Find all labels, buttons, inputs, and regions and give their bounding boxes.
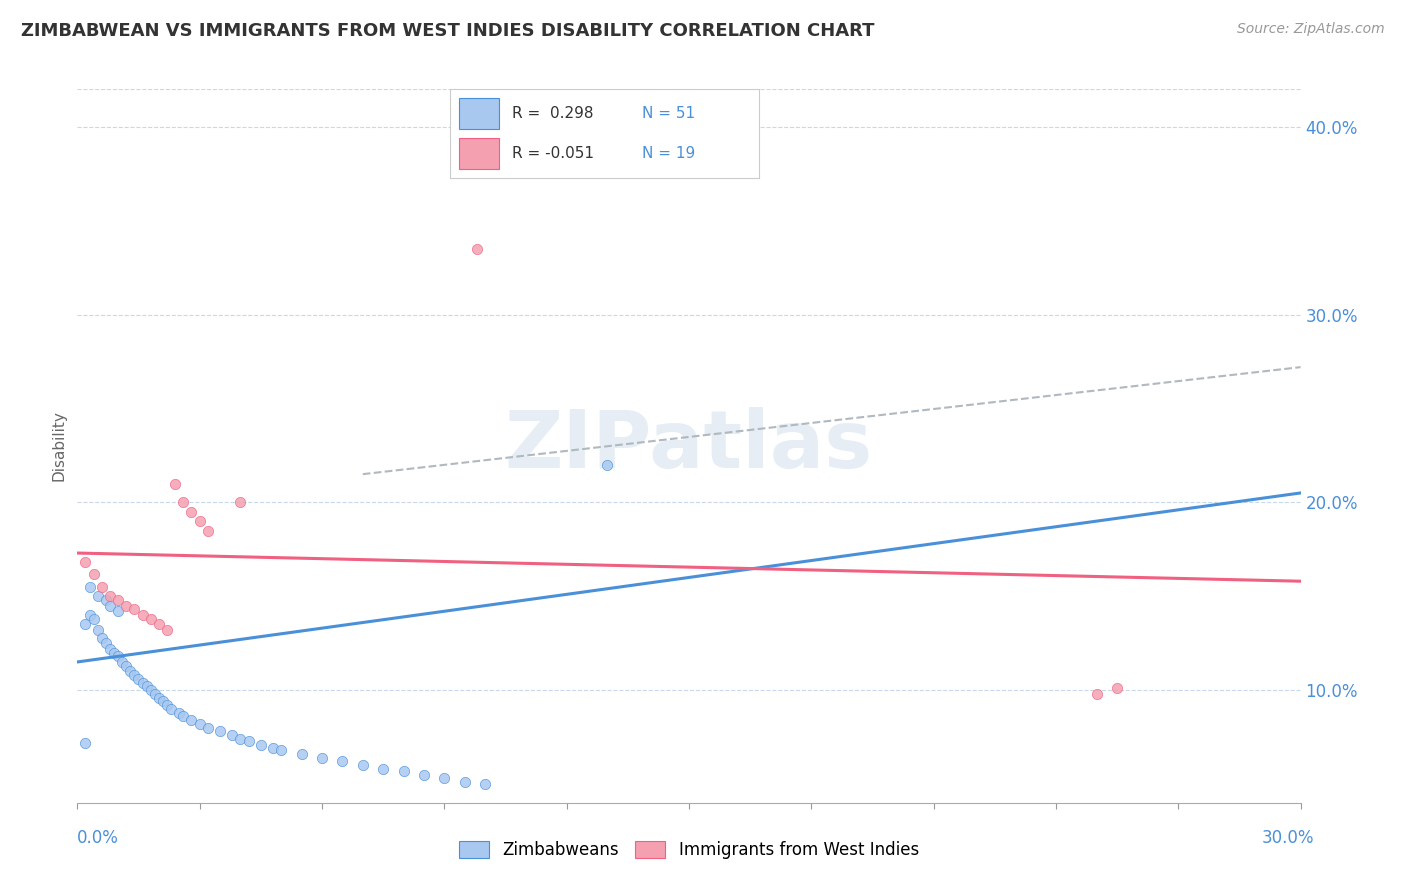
Text: R = -0.051: R = -0.051 [512, 146, 593, 161]
Point [262, 741, 284, 756]
Point [107, 604, 129, 618]
Point [127, 672, 149, 686]
Point [221, 728, 243, 742]
Point [90, 580, 112, 594]
Point [139, 612, 162, 626]
Text: 0.0%: 0.0% [77, 829, 120, 847]
Point [94, 593, 117, 607]
Point [371, 762, 394, 776]
Text: N = 51: N = 51 [641, 106, 695, 120]
Point [270, 743, 292, 757]
Point [392, 764, 415, 778]
Legend: Zimbabweans, Immigrants from West Indies: Zimbabweans, Immigrants from West Indies [458, 840, 920, 859]
Point [229, 495, 252, 509]
Point [83, 566, 105, 581]
Text: R =  0.298: R = 0.298 [512, 106, 593, 120]
Point [143, 687, 166, 701]
Point [152, 694, 174, 708]
Point [103, 646, 125, 660]
Point [124, 602, 146, 616]
Text: Source: ZipAtlas.com: Source: ZipAtlas.com [1237, 22, 1385, 37]
Point [75, 556, 97, 570]
Point [465, 242, 488, 256]
Point [1085, 687, 1108, 701]
Point [172, 495, 194, 509]
Text: ZIPatlas: ZIPatlas [505, 407, 873, 485]
Point [156, 698, 179, 713]
Point [98, 589, 121, 603]
Point [188, 514, 211, 528]
Point [131, 675, 153, 690]
Point [120, 665, 142, 679]
Point [148, 690, 170, 705]
Point [413, 767, 436, 781]
Point [453, 775, 475, 789]
Point [180, 505, 202, 519]
Point [596, 458, 619, 472]
Point [229, 731, 252, 746]
Point [98, 599, 121, 613]
Point [87, 623, 110, 637]
Point [135, 679, 157, 693]
Point [94, 636, 117, 650]
Point [107, 649, 129, 664]
Point [208, 724, 231, 739]
Point [352, 758, 374, 772]
Point [148, 617, 170, 632]
Point [75, 736, 97, 750]
Point [83, 612, 105, 626]
Point [111, 655, 134, 669]
Point [115, 599, 138, 613]
Point [197, 524, 219, 538]
Point [172, 709, 194, 723]
Point [75, 617, 97, 632]
FancyBboxPatch shape [460, 138, 499, 169]
Point [238, 734, 260, 748]
Point [332, 755, 354, 769]
Point [156, 623, 179, 637]
Point [87, 589, 110, 603]
Point [139, 683, 162, 698]
Point [79, 607, 101, 622]
Point [474, 777, 496, 791]
Text: 30.0%: 30.0% [1263, 829, 1315, 847]
Y-axis label: Disability: Disability [51, 410, 66, 482]
Point [180, 713, 202, 727]
Point [290, 747, 312, 761]
Text: ZIMBABWEAN VS IMMIGRANTS FROM WEST INDIES DISABILITY CORRELATION CHART: ZIMBABWEAN VS IMMIGRANTS FROM WEST INDIE… [21, 22, 875, 40]
Point [107, 593, 129, 607]
Point [197, 721, 219, 735]
Point [433, 772, 456, 786]
Point [124, 668, 146, 682]
FancyBboxPatch shape [460, 98, 499, 129]
Point [188, 717, 211, 731]
Point [1107, 681, 1129, 696]
Point [250, 738, 273, 752]
Point [169, 706, 191, 720]
Text: N = 19: N = 19 [641, 146, 695, 161]
Point [90, 631, 112, 645]
Point [311, 750, 333, 764]
Point [160, 702, 183, 716]
Point [131, 607, 153, 622]
Point [115, 658, 138, 673]
Point [165, 476, 187, 491]
Point [98, 641, 121, 656]
Point [79, 580, 101, 594]
